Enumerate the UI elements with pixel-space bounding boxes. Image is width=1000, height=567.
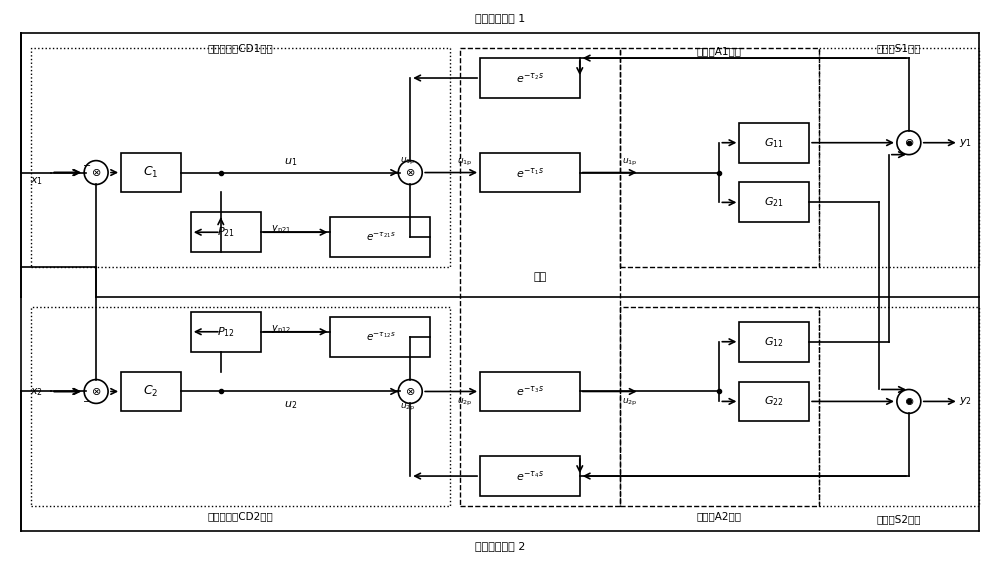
Bar <box>480 58 580 98</box>
Circle shape <box>84 379 108 403</box>
Text: $e^{-\tau_{21}s}$: $e^{-\tau_{21}s}$ <box>366 231 395 243</box>
Text: $y_{\mathrm{p12}}$: $y_{\mathrm{p12}}$ <box>271 324 291 336</box>
Bar <box>819 307 979 506</box>
Text: 传感器S1节点: 传感器S1节点 <box>877 43 921 53</box>
Text: $-$: $-$ <box>82 160 91 169</box>
Text: $u_{2\mathrm{p}}$: $u_{2\mathrm{p}}$ <box>457 396 472 408</box>
Bar <box>191 312 261 352</box>
Bar <box>739 183 809 222</box>
Text: $C_1$: $C_1$ <box>143 165 159 180</box>
Bar <box>620 48 819 267</box>
Text: 控制解耦器CD2节点: 控制解耦器CD2节点 <box>208 511 274 521</box>
Bar <box>460 48 620 506</box>
Circle shape <box>398 160 422 184</box>
Text: 传感器S2节点: 传感器S2节点 <box>877 514 921 524</box>
Circle shape <box>84 160 108 184</box>
Text: $P_{12}$: $P_{12}$ <box>217 325 235 338</box>
Text: $e^{-\tau_{12}s}$: $e^{-\tau_{12}s}$ <box>366 331 395 343</box>
Text: $e^{-\tau_4 s}$: $e^{-\tau_4 s}$ <box>516 469 544 483</box>
Text: $G_{22}$: $G_{22}$ <box>764 395 784 408</box>
Text: $u_1$: $u_1$ <box>284 156 297 168</box>
Text: $\otimes$: $\otimes$ <box>91 386 101 397</box>
Text: $\otimes$: $\otimes$ <box>405 167 415 178</box>
Text: $\otimes$: $\otimes$ <box>904 396 914 407</box>
Bar <box>31 48 450 267</box>
Bar <box>121 153 181 192</box>
Text: $y_1$: $y_1$ <box>959 137 972 149</box>
Bar <box>31 307 450 506</box>
Text: 执行器A2节点: 执行器A2节点 <box>697 511 742 521</box>
Text: $\otimes$: $\otimes$ <box>405 386 415 397</box>
Text: $u_{1\mathrm{p}}$: $u_{1\mathrm{p}}$ <box>400 155 415 167</box>
Bar <box>480 153 580 192</box>
Circle shape <box>897 131 921 155</box>
Text: $y_2$: $y_2$ <box>959 395 972 408</box>
Circle shape <box>897 390 921 413</box>
Text: $\otimes$: $\otimes$ <box>904 137 914 148</box>
Text: $e^{-\tau_1 s}$: $e^{-\tau_1 s}$ <box>516 166 544 180</box>
Text: $u_{2\mathrm{p}}$: $u_{2\mathrm{p}}$ <box>622 396 637 408</box>
Text: $x_2$: $x_2$ <box>30 387 43 398</box>
Text: $G_{12}$: $G_{12}$ <box>764 335 784 349</box>
Text: $x_1$: $x_1$ <box>30 176 43 187</box>
Text: $G_{21}$: $G_{21}$ <box>764 196 784 209</box>
Bar <box>739 382 809 421</box>
Bar <box>480 456 580 496</box>
Text: 闭环控制回路 1: 闭环控制回路 1 <box>475 13 525 23</box>
Bar <box>620 307 819 506</box>
Bar <box>739 322 809 362</box>
Circle shape <box>398 379 422 403</box>
Text: $P_{21}$: $P_{21}$ <box>217 225 235 239</box>
Text: $y_{\mathrm{p21}}$: $y_{\mathrm{p21}}$ <box>271 224 291 236</box>
Text: $u_2$: $u_2$ <box>284 399 297 411</box>
Text: $-$: $-$ <box>82 396 91 405</box>
Text: 闭环控制回路 2: 闭环控制回路 2 <box>475 541 525 551</box>
Text: $C_2$: $C_2$ <box>143 384 159 399</box>
Bar <box>480 371 580 412</box>
Bar <box>819 48 979 267</box>
Text: 控制解耦器CD1节点: 控制解耦器CD1节点 <box>208 43 274 53</box>
Bar <box>191 213 261 252</box>
Text: 执行器A1节点: 执行器A1节点 <box>697 46 742 56</box>
Text: $\otimes$: $\otimes$ <box>91 167 101 178</box>
Text: $e^{-\tau_2 s}$: $e^{-\tau_2 s}$ <box>516 71 544 85</box>
Bar <box>330 217 430 257</box>
Text: $u_{1\mathrm{p}}$: $u_{1\mathrm{p}}$ <box>457 156 472 168</box>
Bar <box>121 371 181 412</box>
Text: 网络: 网络 <box>533 272 547 282</box>
Text: $u_{2\mathrm{p}}$: $u_{2\mathrm{p}}$ <box>400 401 415 413</box>
Bar <box>739 123 809 163</box>
Text: $u_{1\mathrm{p}}$: $u_{1\mathrm{p}}$ <box>622 156 637 168</box>
Text: $e^{-\tau_3 s}$: $e^{-\tau_3 s}$ <box>516 384 544 399</box>
Text: $G_{11}$: $G_{11}$ <box>764 136 784 150</box>
Bar <box>330 317 430 357</box>
